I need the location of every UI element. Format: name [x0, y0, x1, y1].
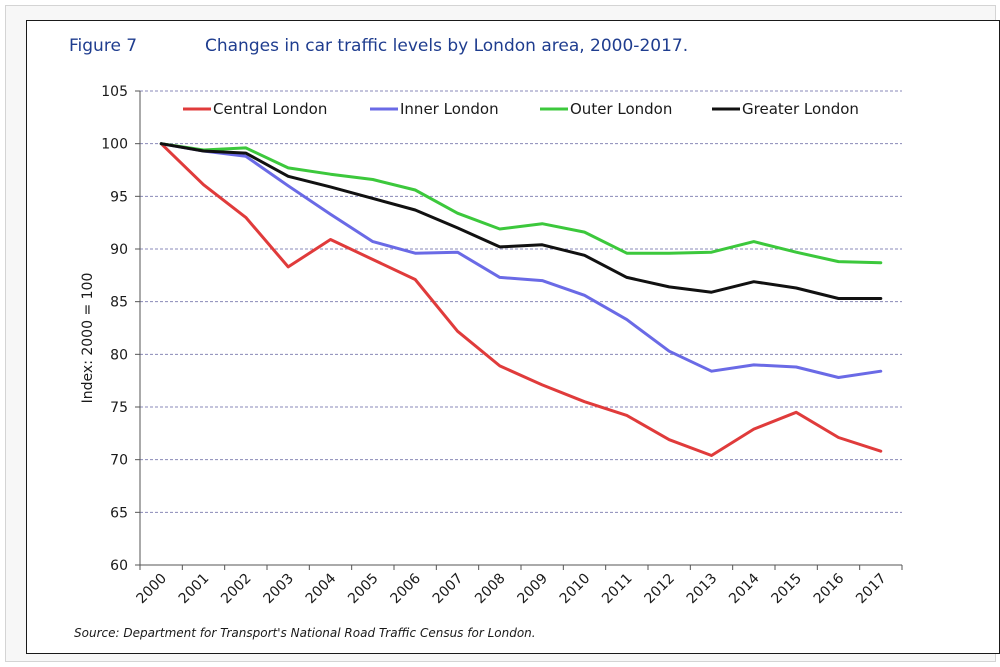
y-tick-label: 100 [101, 137, 128, 153]
legend-label-inner-london: Inner London [400, 100, 499, 118]
series-line-outer-london [159, 142, 883, 265]
x-tick-label: 2009 [514, 571, 551, 608]
figure-panel [26, 20, 1000, 654]
x-tick-label: 2015 [768, 571, 805, 608]
x-tick-labels: 2000 2001 2002 2003 2004 2005 2006 2007 2008 2009… [133, 570, 889, 607]
y-tick-label: 75 [110, 400, 128, 416]
y-tick-label: 70 [110, 453, 128, 469]
x-tick-label: 2016 [811, 570, 848, 607]
x-tick-label: 2014 [726, 570, 763, 607]
series-line-inner-london [159, 142, 883, 379]
x-tick-label: 2001 [176, 571, 213, 608]
x-tick-label: 2006 [387, 570, 424, 607]
x-tick-label: 2005 [345, 571, 382, 608]
x-tick-label: 2002 [218, 571, 255, 608]
x-tick-label: 2010 [557, 571, 594, 608]
gridlines [140, 90, 902, 513]
series-lines [159, 142, 883, 457]
x-tick-label: 2004 [303, 570, 340, 607]
y-tick-label: 65 [110, 505, 128, 521]
legend-label-central-london: Central London [213, 100, 327, 118]
y-tick-label: 90 [110, 242, 128, 258]
y-tick-label: 85 [110, 295, 128, 311]
source-note: Source: Department for Transport's Natio… [74, 626, 536, 640]
x-tick-label: 2007 [430, 571, 467, 608]
x-tick-label: 2011 [599, 571, 636, 608]
x-tick-label: 2003 [260, 571, 297, 608]
y-tick-label: 95 [110, 189, 128, 205]
figure-title: Changes in car traffic levels by London … [205, 36, 689, 56]
y-tick-label: 105 [101, 84, 128, 100]
y-tick-label: 60 [110, 558, 128, 574]
x-tick-label: 2012 [641, 571, 678, 608]
legend: Central London Inner London Outer London Gr… [183, 100, 859, 118]
y-tick-labels: 60 65 70 75 80 85 90 95 100 105 [101, 84, 128, 574]
x-tick-label: 2000 [133, 571, 170, 608]
y-tick-label: 80 [110, 347, 128, 363]
series-line-central-london [159, 142, 883, 457]
x-tick-label: 2017 [853, 571, 890, 608]
figure-number: Figure 7 [69, 36, 138, 56]
x-tick-label: 2008 [472, 571, 509, 608]
x-tick-label: 2013 [684, 571, 721, 608]
series-line-greater-london [159, 142, 883, 300]
legend-label-greater-london: Greater London [742, 100, 859, 118]
y-axis-label: Index: 2000 = 100 [80, 273, 96, 404]
axes [135, 90, 903, 570]
legend-label-outer-london: Outer London [570, 100, 672, 118]
